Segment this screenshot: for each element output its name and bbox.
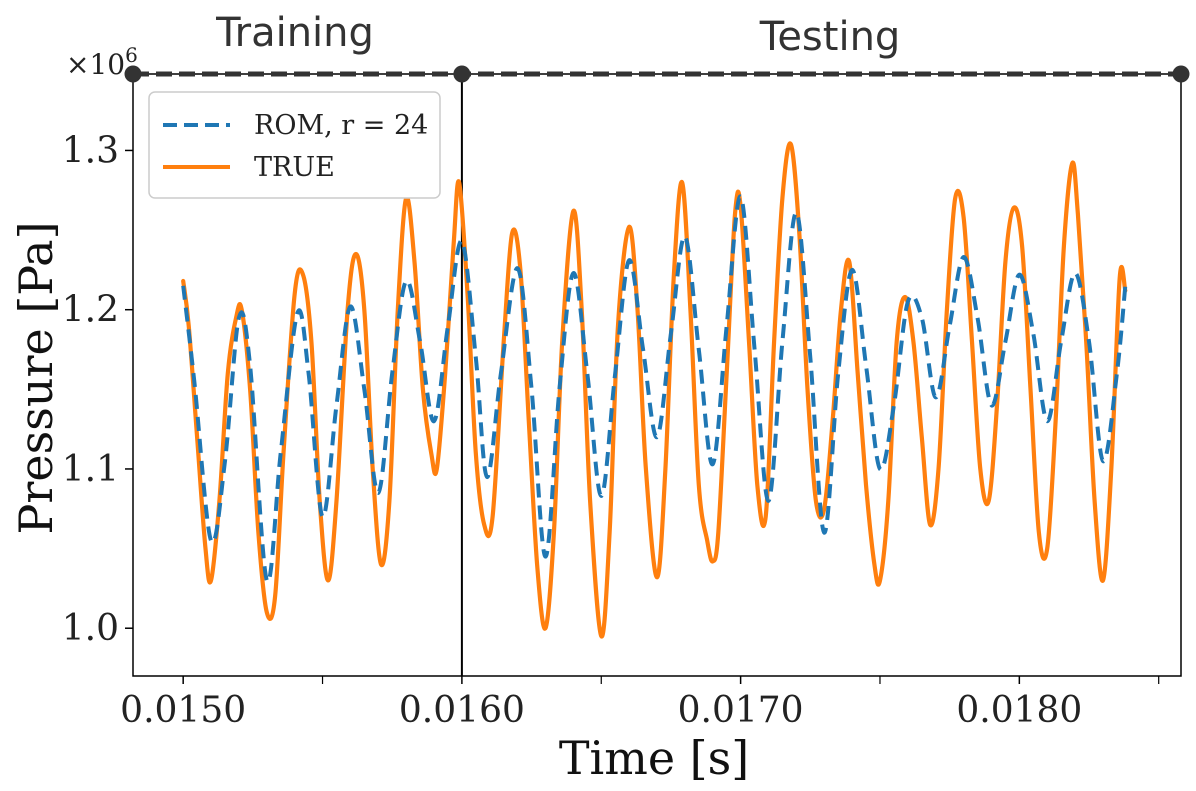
phase-bar: [124, 65, 1190, 83]
y-tick-label: 1.0: [62, 608, 119, 649]
x-tick-label: 0.0160: [399, 690, 525, 731]
x-tick-label: 0.0180: [956, 690, 1082, 731]
phase-start-marker: [124, 65, 142, 83]
legend: ROM, r = 24 TRUE: [148, 91, 441, 199]
phase-label-training: Training: [215, 10, 374, 56]
y-multiplier-base: ×10: [66, 48, 125, 81]
legend-box: [148, 91, 441, 199]
y-tick-label: 1.1: [62, 449, 119, 490]
series-line-rom: [181, 194, 1128, 584]
y-multiplier: ×106: [66, 43, 138, 81]
y-multiplier-exponent: 6: [125, 43, 138, 67]
x-axis-label: Time [s]: [559, 731, 749, 785]
phase-label-testing: Testing: [759, 14, 901, 60]
legend-label-true: TRUE: [254, 152, 335, 183]
x-tick-label: 0.0150: [120, 690, 246, 731]
y-axis-label: Pressure [Pa]: [9, 221, 63, 534]
series-layer: [181, 74, 1128, 676]
y-tick-label: 1.3: [62, 130, 119, 171]
phase-split-marker: [453, 65, 471, 83]
legend-label-rom: ROM, r = 24: [254, 110, 428, 141]
axes-ticks: 0.0150 0.0160 0.0170 0.0180 1.0 1.1 1.2 1.3: [62, 130, 1160, 731]
phase-end-marker: [1172, 65, 1190, 83]
ylabel-group: Pressure [Pa]: [9, 221, 63, 534]
x-tick-label: 0.0170: [678, 690, 804, 731]
y-tick-label: 1.2: [62, 290, 119, 331]
